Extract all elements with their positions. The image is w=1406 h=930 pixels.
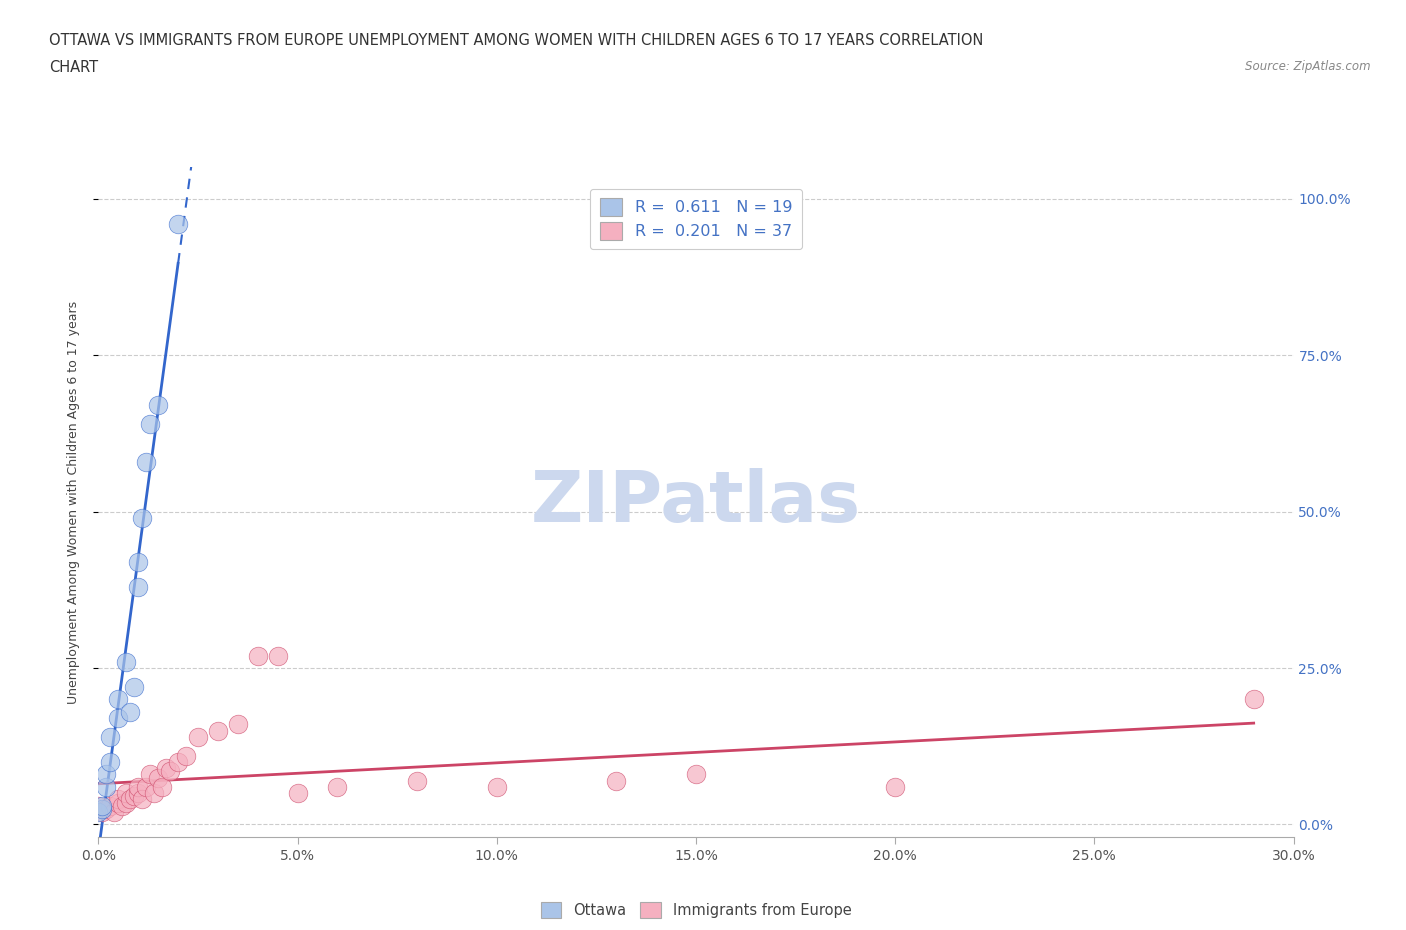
Point [96,767,118,782]
Point [107,692,129,707]
Point [91,802,114,817]
Point [111,798,134,813]
Point [246,648,269,663]
Point [107,795,129,810]
Point [115,786,138,801]
Point [685,767,707,782]
Point [287,786,309,801]
Point [139,417,162,432]
Point [884,779,907,794]
Point [127,786,149,801]
Point [605,773,627,788]
Point [131,511,153,525]
Point [127,554,149,569]
Point [120,704,142,719]
Point [100,798,122,813]
Point [103,804,125,819]
Point [187,729,209,744]
Point [87,798,110,813]
Point [135,779,157,794]
Point [124,789,146,804]
Legend: Ottawa, Immigrants from Europe: Ottawa, Immigrants from Europe [534,896,858,923]
Point [96,802,118,817]
Point [115,655,138,670]
Point [174,749,197,764]
Point [159,764,181,778]
Point [120,792,142,807]
Point [135,454,157,469]
Point [485,779,508,794]
Point [167,754,190,769]
Point [96,779,118,794]
Point [406,773,429,788]
Text: ZIPatlas: ZIPatlas [531,468,860,537]
Text: CHART: CHART [49,60,98,75]
Point [100,729,122,744]
Point [155,761,177,776]
Point [267,648,290,663]
Point [107,711,129,725]
Point [148,770,170,785]
Point [91,798,114,813]
Point [131,792,153,807]
Point [226,717,249,732]
Point [107,792,129,807]
Point [207,724,229,738]
Text: Source: ZipAtlas.com: Source: ZipAtlas.com [1246,60,1371,73]
Point [115,795,138,810]
Point [326,779,349,794]
Point [148,398,170,413]
Point [1243,692,1265,707]
Point [100,754,122,769]
Point [87,804,110,819]
Point [124,680,146,695]
Point [91,804,114,819]
Point [167,217,190,232]
Point [150,779,173,794]
Point [127,779,149,794]
Y-axis label: Unemployment Among Women with Children Ages 6 to 17 years: Unemployment Among Women with Children A… [67,300,80,704]
Point [143,786,166,801]
Text: OTTAWA VS IMMIGRANTS FROM EUROPE UNEMPLOYMENT AMONG WOMEN WITH CHILDREN AGES 6 T: OTTAWA VS IMMIGRANTS FROM EUROPE UNEMPLO… [49,33,984,47]
Point [139,767,162,782]
Point [127,579,149,594]
